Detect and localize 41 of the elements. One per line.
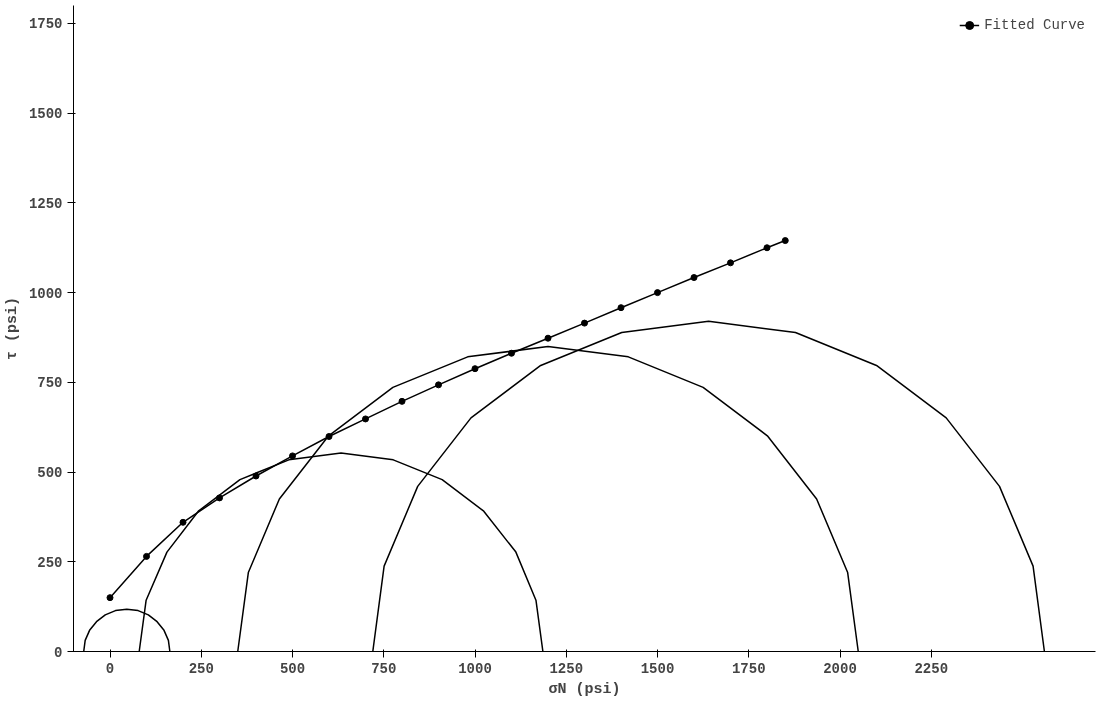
point — [617, 304, 625, 312]
y-tick-label: 1750 — [28, 16, 63, 33]
point — [143, 552, 150, 560]
point — [325, 433, 333, 441]
point — [435, 381, 442, 389]
point — [763, 244, 771, 252]
point — [179, 518, 187, 526]
x-tick-label: 750 — [371, 660, 397, 677]
y-tick-label: 250 — [37, 554, 63, 571]
point — [471, 365, 479, 373]
x-tick-label: 2000 — [823, 660, 857, 677]
x-tick-label: 1000 — [458, 660, 492, 677]
y-axis-title: τ (psi) — [3, 296, 21, 361]
point — [581, 319, 588, 327]
point — [781, 237, 789, 245]
point — [106, 594, 114, 602]
y-tick-label: 750 — [37, 375, 63, 392]
x-tick-label: 500 — [279, 660, 306, 677]
x-axis-title: σN (psi) — [548, 680, 621, 698]
y-tick-label: 1250 — [28, 195, 63, 212]
point — [690, 274, 698, 282]
x-tick-label: 1250 — [549, 660, 584, 677]
point — [654, 289, 661, 297]
y-tick-label: 500 — [37, 465, 63, 482]
x-tick-label: 1750 — [731, 660, 766, 677]
legend-label: Fitted Curve — [984, 17, 1085, 33]
y-tick-label: 1500 — [28, 106, 63, 123]
y-tick-label: 0 — [54, 644, 63, 661]
x-tick-label: 0 — [105, 660, 115, 677]
point — [289, 452, 296, 460]
point — [216, 494, 223, 502]
point — [508, 349, 515, 357]
point — [398, 397, 406, 405]
point — [727, 259, 734, 267]
point — [362, 415, 369, 423]
x-tick-label: 1500 — [640, 660, 675, 677]
y-tick-label: 1000 — [28, 285, 63, 302]
point — [252, 472, 260, 480]
x-tick-label: 2250 — [914, 660, 949, 677]
x-tick-label: 250 — [188, 660, 214, 677]
point — [544, 334, 552, 342]
